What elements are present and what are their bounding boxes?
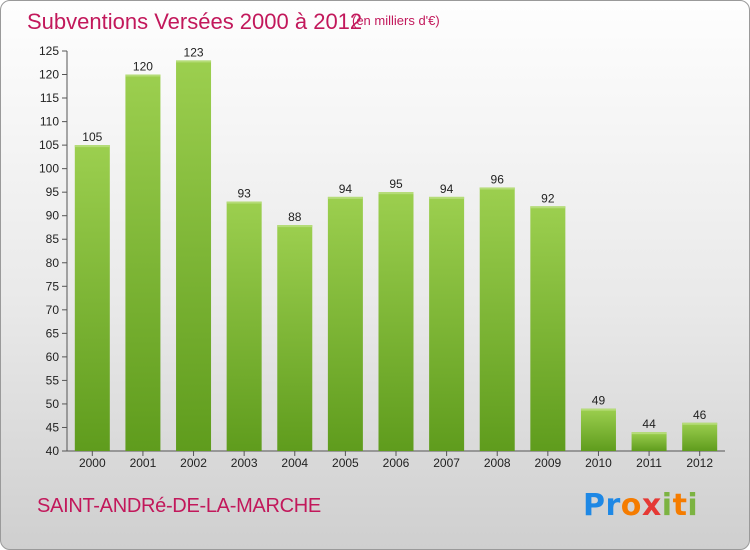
bar-top-edge <box>176 60 212 63</box>
y-tick-label: 105 <box>39 138 59 152</box>
bar-top-edge <box>631 432 667 435</box>
y-tick-label: 80 <box>46 256 60 270</box>
bar <box>479 187 515 451</box>
y-tick-label: 40 <box>46 444 60 458</box>
x-tick-label: 2006 <box>383 456 410 470</box>
bar-top-edge <box>378 192 414 195</box>
bar <box>176 60 212 451</box>
y-tick-label: 75 <box>46 279 60 293</box>
bar <box>530 206 566 451</box>
bar-value-label: 94 <box>339 182 353 196</box>
bar <box>125 74 161 451</box>
bar-value-label: 96 <box>491 172 505 186</box>
bar-value-label: 46 <box>693 408 707 422</box>
y-tick-label: 85 <box>46 232 60 246</box>
bar <box>74 145 110 451</box>
x-tick-label: 2002 <box>180 456 207 470</box>
bar-value-label: 123 <box>184 45 204 59</box>
x-tick-label: 2000 <box>79 456 106 470</box>
x-tick-label: 2004 <box>281 456 308 470</box>
bar-top-edge <box>74 145 110 148</box>
bar-top-edge <box>682 422 718 425</box>
x-tick-label: 2005 <box>332 456 359 470</box>
x-tick-label: 2003 <box>231 456 258 470</box>
chart-title: Subventions Versées 2000 à 2012 <box>27 9 363 34</box>
y-tick-label: 125 <box>39 44 59 58</box>
y-tick-label: 55 <box>46 373 60 387</box>
bar-value-label: 88 <box>288 210 302 224</box>
chart-unit: (en milliers d'€) <box>352 13 440 28</box>
x-tick-label: 2007 <box>433 456 460 470</box>
x-tick-label: 2001 <box>130 456 157 470</box>
y-tick-label: 50 <box>46 397 60 411</box>
y-tick-label: 120 <box>39 68 59 82</box>
bar <box>580 408 616 451</box>
bar-top-edge <box>277 225 313 228</box>
bar <box>429 196 465 451</box>
bar-top-edge <box>125 74 161 77</box>
bar-top-edge <box>530 206 566 209</box>
bar <box>226 201 262 451</box>
bar-value-label: 105 <box>82 130 102 144</box>
y-tick-label: 90 <box>46 209 60 223</box>
bar-top-edge <box>429 196 465 199</box>
y-tick-label: 45 <box>46 420 60 434</box>
bar <box>682 422 718 451</box>
bar <box>327 196 363 451</box>
x-tick-label: 2010 <box>585 456 612 470</box>
bar-value-label: 49 <box>592 394 606 408</box>
bar <box>631 432 667 451</box>
x-tick-label: 2012 <box>686 456 713 470</box>
bar-value-label: 93 <box>237 187 251 201</box>
bar <box>378 192 414 452</box>
x-tick-label: 2009 <box>534 456 561 470</box>
bar-value-label: 95 <box>389 177 403 191</box>
bar-top-edge <box>580 408 616 411</box>
y-tick-label: 60 <box>46 350 60 364</box>
y-tick-label: 110 <box>40 115 59 129</box>
bar-top-edge <box>226 201 262 204</box>
bar-value-label: 44 <box>642 417 656 431</box>
bar-value-label: 120 <box>133 60 153 74</box>
y-tick-label: 115 <box>40 91 59 105</box>
bar-top-edge <box>479 187 515 190</box>
proxiti-logo[interactable]: Proxiti <box>583 488 699 523</box>
y-tick-label: 100 <box>39 162 59 176</box>
y-tick-label: 95 <box>46 185 60 199</box>
y-tick-label: 65 <box>46 326 60 340</box>
x-tick-label: 2011 <box>636 456 662 470</box>
y-tick-label: 70 <box>46 303 60 317</box>
x-tick-label: 2008 <box>484 456 511 470</box>
bar-top-edge <box>327 196 363 199</box>
bar-value-label: 94 <box>440 182 454 196</box>
commune-name: SAINT-ANDRé-DE-LA-MARCHE <box>37 495 321 517</box>
bar-value-label: 92 <box>541 191 555 205</box>
bar <box>277 225 313 451</box>
